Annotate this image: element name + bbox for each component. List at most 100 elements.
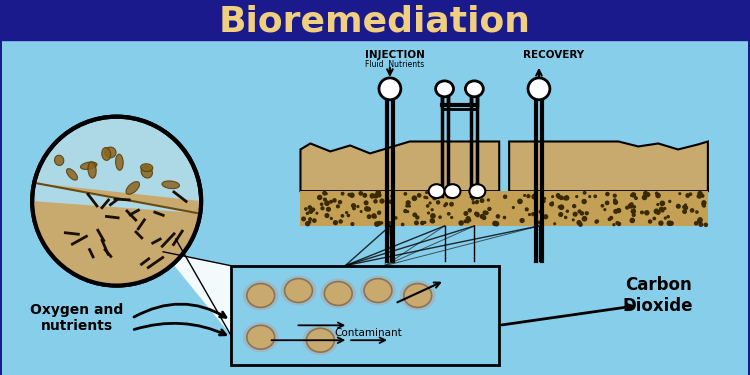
Circle shape: [532, 194, 536, 198]
Circle shape: [381, 222, 382, 224]
Circle shape: [550, 202, 553, 206]
Circle shape: [450, 202, 453, 206]
Circle shape: [550, 203, 554, 206]
Circle shape: [496, 215, 500, 218]
Circle shape: [32, 117, 201, 286]
Circle shape: [698, 219, 702, 222]
Circle shape: [323, 198, 326, 201]
Circle shape: [691, 209, 694, 212]
Circle shape: [605, 201, 609, 205]
Circle shape: [477, 213, 478, 215]
Text: Contaminant: Contaminant: [334, 328, 402, 338]
Circle shape: [689, 193, 692, 195]
Circle shape: [659, 221, 663, 225]
Ellipse shape: [102, 147, 111, 160]
Circle shape: [424, 196, 426, 198]
Circle shape: [370, 194, 374, 198]
Circle shape: [595, 220, 598, 223]
Circle shape: [313, 219, 316, 222]
Circle shape: [377, 222, 381, 225]
Ellipse shape: [429, 184, 445, 198]
Circle shape: [357, 206, 358, 207]
Circle shape: [704, 223, 707, 226]
Text: Bioremediation: Bioremediation: [219, 4, 531, 38]
Circle shape: [401, 224, 404, 226]
Circle shape: [602, 205, 604, 207]
Circle shape: [543, 200, 545, 202]
Circle shape: [573, 205, 576, 208]
Text: Carbon
Dioxide: Carbon Dioxide: [623, 276, 694, 315]
Circle shape: [656, 194, 660, 198]
Ellipse shape: [324, 282, 352, 306]
Ellipse shape: [88, 162, 96, 178]
Circle shape: [532, 195, 536, 199]
Circle shape: [698, 218, 702, 222]
Circle shape: [608, 218, 610, 220]
Circle shape: [656, 211, 660, 214]
Circle shape: [476, 201, 478, 204]
Ellipse shape: [140, 164, 153, 172]
Circle shape: [538, 221, 542, 224]
Ellipse shape: [528, 78, 550, 100]
Ellipse shape: [302, 326, 338, 355]
Circle shape: [341, 214, 344, 217]
Circle shape: [472, 198, 474, 200]
Circle shape: [558, 206, 560, 208]
Circle shape: [682, 210, 686, 213]
Circle shape: [556, 195, 558, 196]
Ellipse shape: [141, 166, 152, 178]
Circle shape: [391, 195, 394, 198]
Circle shape: [613, 224, 615, 226]
Circle shape: [307, 212, 308, 214]
Circle shape: [464, 212, 468, 215]
Circle shape: [437, 191, 440, 194]
Circle shape: [630, 218, 634, 222]
Circle shape: [503, 216, 506, 219]
Circle shape: [418, 194, 421, 197]
Circle shape: [374, 194, 378, 198]
Circle shape: [309, 218, 311, 220]
Circle shape: [643, 195, 646, 200]
Circle shape: [520, 219, 524, 222]
Circle shape: [648, 194, 650, 196]
Circle shape: [585, 212, 588, 215]
Circle shape: [378, 211, 381, 214]
Circle shape: [539, 210, 542, 213]
Circle shape: [579, 223, 582, 226]
Circle shape: [526, 208, 528, 211]
Circle shape: [446, 191, 449, 195]
Circle shape: [468, 209, 471, 212]
Circle shape: [604, 209, 606, 210]
Circle shape: [427, 205, 429, 207]
Circle shape: [409, 206, 410, 207]
Circle shape: [558, 196, 560, 198]
Circle shape: [308, 221, 310, 223]
Circle shape: [330, 201, 332, 203]
Circle shape: [493, 221, 497, 225]
Circle shape: [670, 222, 674, 225]
Circle shape: [594, 195, 596, 198]
Ellipse shape: [470, 184, 485, 198]
Circle shape: [376, 190, 380, 195]
Ellipse shape: [360, 276, 396, 306]
Circle shape: [439, 216, 441, 218]
Circle shape: [572, 219, 574, 221]
Circle shape: [565, 196, 568, 200]
Circle shape: [664, 208, 666, 209]
Circle shape: [634, 197, 638, 200]
Circle shape: [363, 194, 367, 197]
Circle shape: [413, 196, 416, 200]
Circle shape: [645, 211, 649, 215]
Polygon shape: [32, 183, 201, 285]
Circle shape: [368, 215, 370, 218]
Circle shape: [424, 222, 426, 223]
Circle shape: [679, 193, 681, 195]
Circle shape: [702, 203, 704, 206]
Circle shape: [482, 216, 486, 219]
Circle shape: [375, 222, 379, 226]
Circle shape: [352, 204, 356, 207]
Circle shape: [686, 194, 689, 197]
Circle shape: [389, 200, 392, 203]
Circle shape: [476, 214, 479, 217]
Circle shape: [404, 210, 406, 213]
